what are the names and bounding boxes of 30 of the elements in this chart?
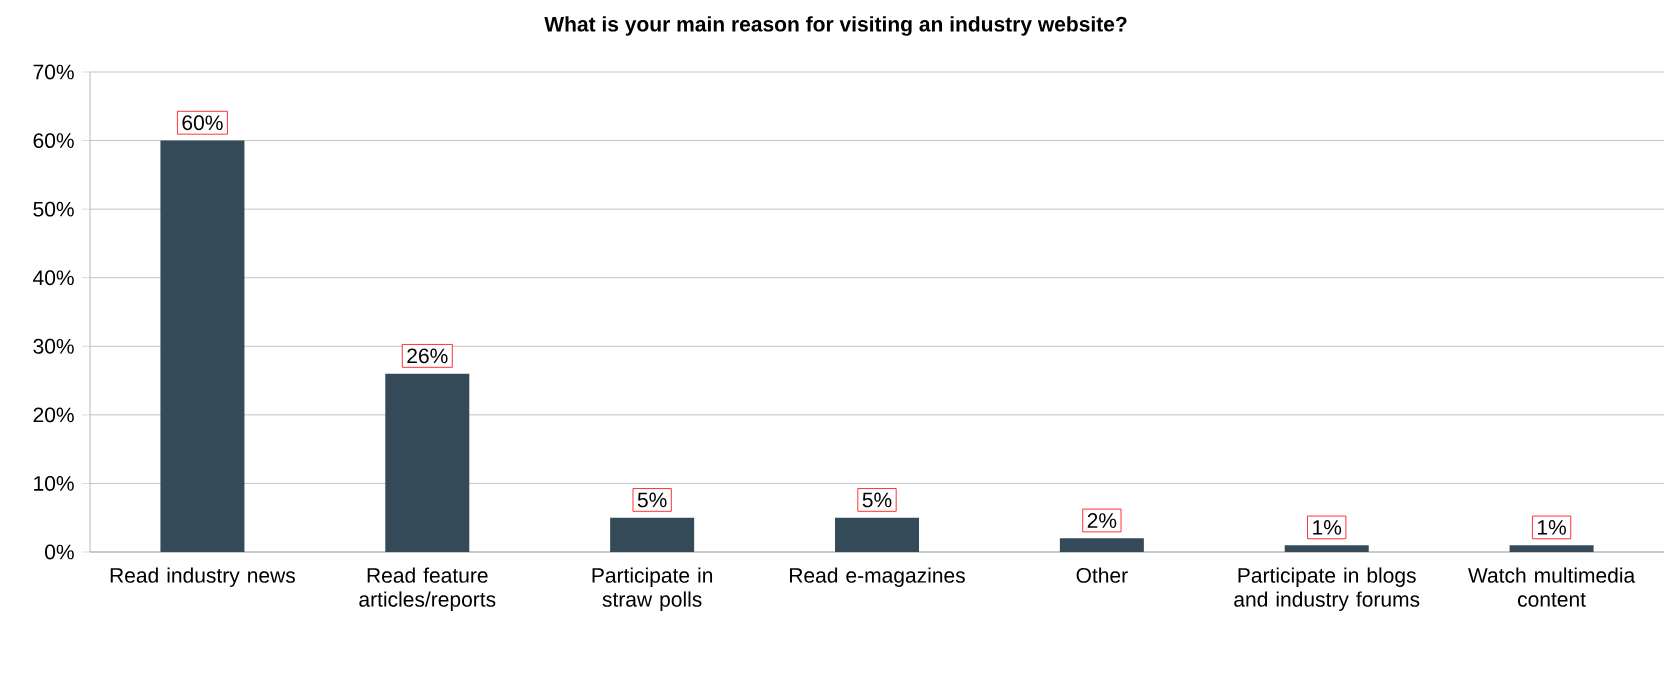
bar [385,373,470,552]
data-label: 1% [1313,520,1342,535]
y-tick-label: 60% [33,133,74,149]
bar [610,517,695,552]
x-tick-label: Other [1076,567,1128,583]
y-tick-label: 70% [33,64,74,80]
y-tick-label: 50% [33,201,74,217]
x-tick-label: Read e-magazines [790,567,965,587]
chart-title: What is your main reason for visiting an industry website? [544,16,1127,36]
y-tick-label: 10% [34,476,74,491]
bar [1509,545,1594,552]
y-tick-label: 0% [45,544,74,560]
data-label: 5% [637,492,667,508]
x-tick-label: Read industry news [110,567,295,587]
y-tick-label: 20% [33,407,74,423]
x-tick-label: Participate in blogs and industry forums [1234,567,1420,611]
bar [1284,545,1369,552]
y-tick-label: 40% [33,270,74,286]
y-tick-label: 30% [33,338,74,354]
data-label: 1% [1538,520,1566,535]
data-label: 26% [407,348,448,364]
x-tick-label: Participate in straw polls [592,567,713,611]
data-label: 60% [182,115,223,131]
bar [160,140,245,552]
data-label: 2% [1087,513,1117,528]
x-tick-label: Read feature articles/reports [359,567,496,611]
x-tick-label: Watch multimedia content [1468,567,1636,607]
bar [835,517,920,552]
data-label: 5% [862,492,892,508]
bar [1059,538,1144,552]
